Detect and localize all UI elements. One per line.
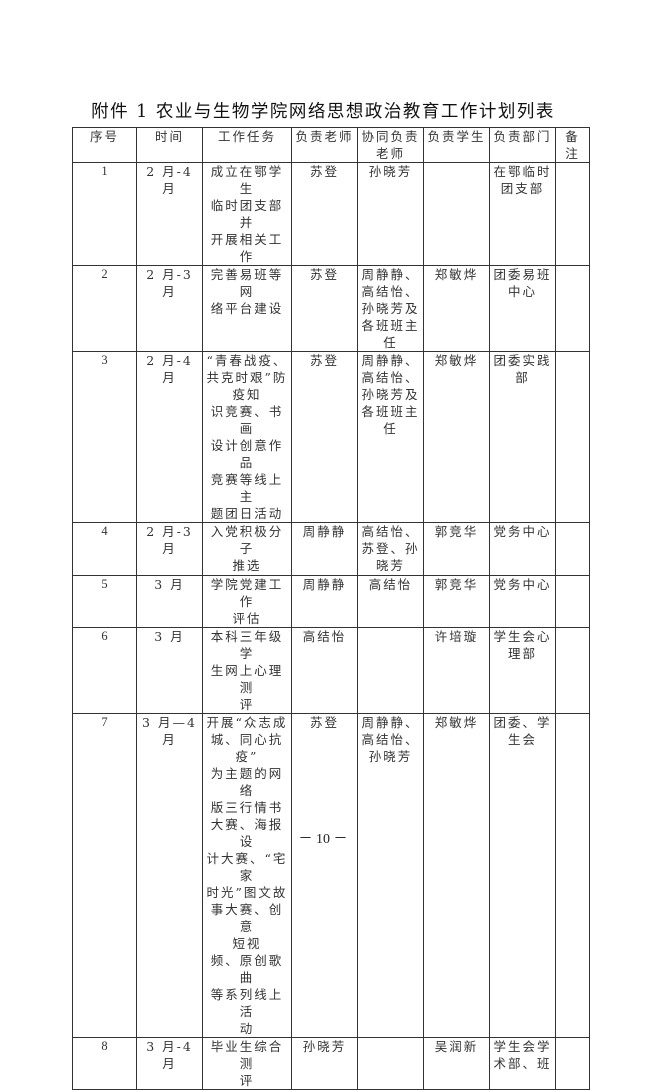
cell-index: 4: [72, 522, 137, 576]
header-co-teachers: 协同负责 老师: [357, 127, 424, 163]
cell-index: 8: [72, 1037, 137, 1090]
cell-department: 在鄂临时 团支部: [489, 162, 556, 266]
cell-department: 党务中心: [489, 522, 556, 576]
cell-index: 1: [72, 162, 137, 266]
cell-task: 入党积极分子 推选: [202, 522, 292, 576]
page-title: 附件 1 农业与生物学院网络思想政治教育工作计划列表: [91, 102, 555, 122]
cell-co-teachers: 周静静、 高结怡、 孙晓芳及 各班班主 任: [357, 351, 424, 523]
cell-student: 郑敏烨: [423, 265, 490, 352]
header-index: 序号: [72, 127, 137, 163]
cell-teacher: 周静静: [291, 575, 358, 628]
cell-student: 郭竞华: [423, 522, 490, 576]
cell-index: 6: [72, 627, 137, 714]
header-student: 负责学生: [423, 127, 490, 163]
cell-remarks: [555, 265, 590, 352]
cell-student: 郑敏烨: [423, 351, 490, 523]
cell-co-teachers: [357, 627, 424, 714]
cell-time: 3 月-4 月: [136, 1037, 203, 1090]
cell-teacher: 周静静: [291, 522, 358, 576]
cell-task: “青春战疫、 共克时艰”防 疫知 识竞赛、书画 设计创意作品 竞赛等线上主 题团…: [202, 351, 292, 523]
header-remarks: 备 注: [555, 127, 590, 163]
cell-teacher: 苏登: [291, 162, 358, 266]
cell-remarks: [555, 522, 590, 576]
page-number: － 10 －: [298, 832, 348, 847]
header-task: 工作任务: [202, 127, 292, 163]
cell-co-teachers: 孙晓芳: [357, 162, 424, 266]
cell-co-teachers: 周静静、 高结怡、 孙晓芳: [357, 713, 424, 1038]
cell-department: 团委、学 生会: [489, 713, 556, 1038]
cell-time: 2 月-3 月: [136, 522, 203, 576]
cell-co-teachers: 高结怡、 苏登、孙 晓芳: [357, 522, 424, 576]
cell-department: 团委实践 部: [489, 351, 556, 523]
cell-department: 学生会心 理部: [489, 627, 556, 714]
cell-co-teachers: 周静静、 高结怡、 孙晓芳及 各班班主 任: [357, 265, 424, 352]
cell-student: [423, 162, 490, 266]
header-time: 时间: [136, 127, 203, 163]
cell-remarks: [555, 575, 590, 628]
cell-student: 郭竞华: [423, 575, 490, 628]
cell-time: 2 月-4 月: [136, 162, 203, 266]
cell-teacher: 苏登: [291, 351, 358, 523]
cell-remarks: [555, 1037, 590, 1090]
cell-student: 吴润新: [423, 1037, 490, 1090]
cell-task: 学院党建工作 评估: [202, 575, 292, 628]
header-teacher: 负责老师: [291, 127, 358, 163]
cell-task: 成立在鄂学生 临时团支部并 开展相关工作: [202, 162, 292, 266]
cell-co-teachers: 高结怡: [357, 575, 424, 628]
cell-teacher: 孙晓芳: [291, 1037, 358, 1090]
cell-department: 党务中心: [489, 575, 556, 628]
cell-co-teachers: [357, 1037, 424, 1090]
header-department: 负责部门: [489, 127, 556, 163]
cell-department: 团委易班 中心: [489, 265, 556, 352]
cell-teacher: 苏登: [291, 265, 358, 352]
cell-index: 3: [72, 351, 137, 523]
cell-time: 3 月—4 月: [136, 713, 203, 1038]
cell-remarks: [555, 713, 590, 1038]
cell-index: 5: [72, 575, 137, 628]
cell-remarks: [555, 162, 590, 266]
cell-task: 开展“众志成 城、同心抗疫” 为主题的网络 版三行情书 大赛、海报设 计大赛、“…: [202, 713, 292, 1038]
cell-teacher: 高结怡: [291, 627, 358, 714]
cell-remarks: [555, 627, 590, 714]
cell-time: 3 月: [136, 575, 203, 628]
cell-task: 毕业生综合测 评: [202, 1037, 292, 1090]
cell-student: 郑敏烨: [423, 713, 490, 1038]
cell-remarks: [555, 351, 590, 523]
cell-time: 2 月-4 月: [136, 351, 203, 523]
cell-department: 学生会学 术部、班: [489, 1037, 556, 1090]
cell-teacher: 苏登: [291, 713, 358, 1038]
cell-task: 完善易班等网 络平台建设: [202, 265, 292, 352]
header-row: 序号 时间 工作任务 负责老师 协同负责 老师 负责学生 负责部门备 注: [72, 127, 590, 163]
cell-index: 2: [72, 265, 137, 352]
cell-time: 2 月-3 月: [136, 265, 203, 352]
cell-task: 本科三年级学 生网上心理测 评: [202, 627, 292, 714]
cell-student: 许培璇: [423, 627, 490, 714]
cell-index: 7: [72, 713, 137, 1038]
cell-time: 3 月: [136, 627, 203, 714]
